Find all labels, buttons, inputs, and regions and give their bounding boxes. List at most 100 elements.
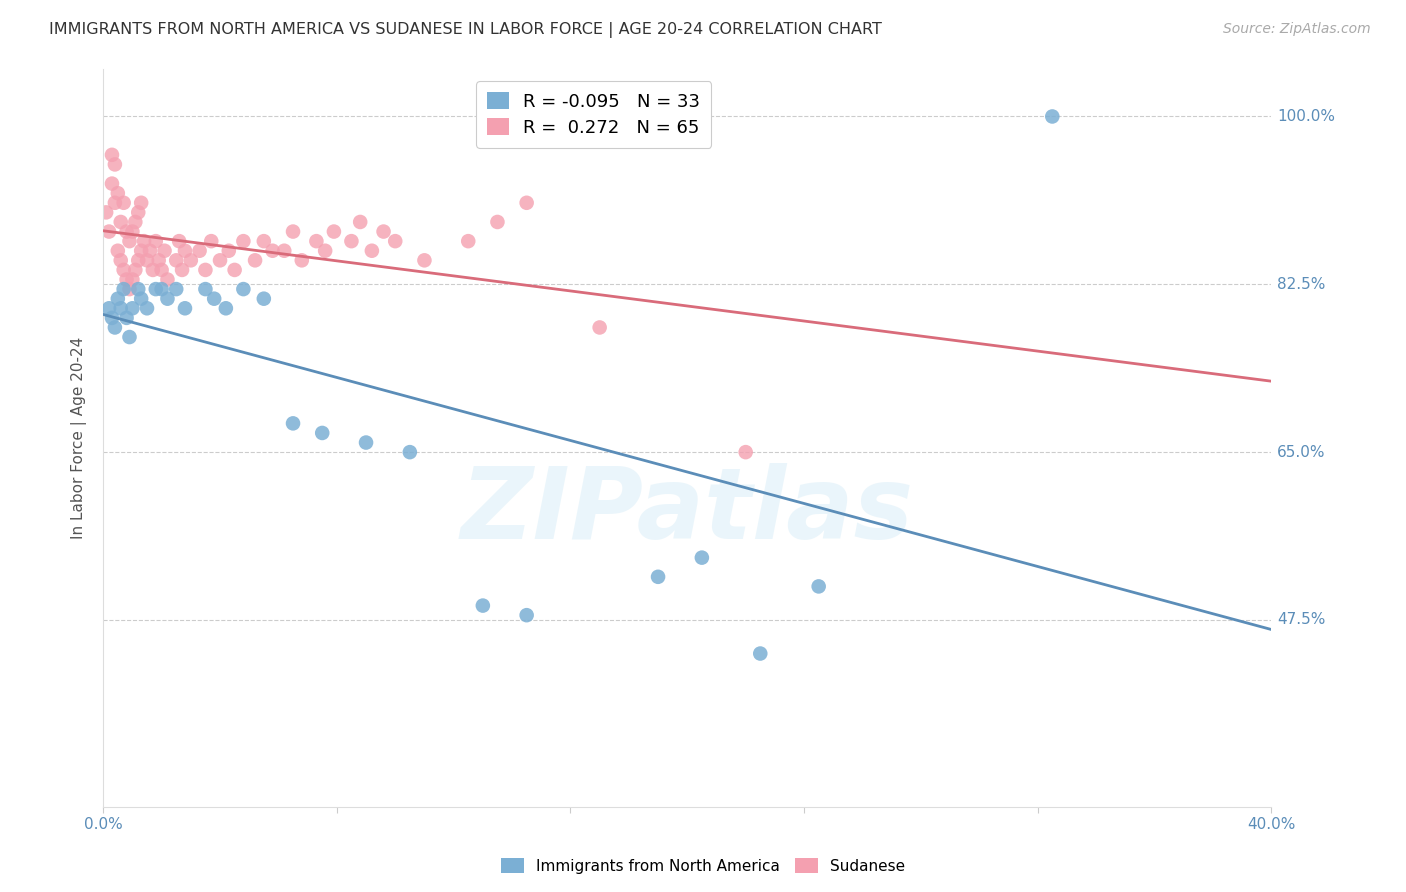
Point: [749, 647, 772, 661]
Point: [807, 579, 830, 593]
Point: [112, 282, 135, 296]
Point: [142, 263, 165, 277]
Point: [180, 253, 202, 268]
Point: [107, 244, 129, 258]
Text: 82.5%: 82.5%: [1277, 277, 1326, 292]
Text: 47.5%: 47.5%: [1277, 613, 1326, 627]
Point: [156, 292, 179, 306]
Point: [734, 445, 756, 459]
Point: [457, 234, 479, 248]
Point: [121, 301, 143, 316]
Point: [127, 253, 149, 268]
Point: [253, 234, 276, 248]
Point: [194, 263, 217, 277]
Point: [104, 195, 127, 210]
Text: 100.0%: 100.0%: [1277, 109, 1336, 124]
Point: [110, 301, 132, 316]
Point: [153, 244, 176, 258]
Point: [243, 253, 266, 268]
Point: [124, 263, 146, 277]
Text: ZIPatlas: ZIPatlas: [461, 463, 914, 560]
Point: [188, 244, 211, 258]
Point: [354, 435, 377, 450]
Point: [118, 234, 141, 248]
Point: [101, 177, 124, 191]
Point: [413, 253, 436, 268]
Point: [232, 234, 254, 248]
Point: [281, 225, 304, 239]
Point: [314, 244, 336, 258]
Point: [486, 215, 509, 229]
Point: [107, 292, 129, 306]
Point: [156, 272, 179, 286]
Point: [101, 310, 124, 325]
Point: [322, 225, 344, 239]
Point: [101, 148, 124, 162]
Point: [311, 425, 333, 440]
Point: [690, 550, 713, 565]
Point: [124, 215, 146, 229]
Point: [127, 282, 149, 296]
Point: [148, 253, 170, 268]
Point: [104, 157, 127, 171]
Point: [384, 234, 406, 248]
Point: [136, 253, 159, 268]
Point: [349, 215, 371, 229]
Point: [110, 215, 132, 229]
Point: [112, 195, 135, 210]
Point: [340, 234, 363, 248]
Point: [136, 301, 159, 316]
Point: [129, 292, 152, 306]
Point: [1040, 110, 1063, 124]
Point: [174, 244, 197, 258]
Point: [165, 282, 187, 296]
Point: [104, 320, 127, 334]
Point: [273, 244, 295, 258]
Point: [115, 225, 138, 239]
Point: [202, 292, 225, 306]
Point: [118, 330, 141, 344]
Point: [167, 234, 190, 248]
Text: 65.0%: 65.0%: [1277, 444, 1326, 459]
Point: [647, 570, 669, 584]
Legend: R = -0.095   N = 33, R =  0.272   N = 65: R = -0.095 N = 33, R = 0.272 N = 65: [477, 81, 711, 148]
Point: [127, 205, 149, 219]
Point: [224, 263, 246, 277]
Point: [232, 282, 254, 296]
Point: [291, 253, 314, 268]
Point: [373, 225, 395, 239]
Point: [98, 301, 121, 316]
Point: [132, 234, 155, 248]
Point: [170, 263, 193, 277]
Point: [194, 282, 217, 296]
Point: [121, 272, 143, 286]
Point: [218, 244, 240, 258]
Point: [118, 282, 141, 296]
Point: [281, 417, 304, 431]
Point: [174, 301, 197, 316]
Point: [110, 253, 132, 268]
Point: [112, 263, 135, 277]
Point: [150, 263, 173, 277]
Point: [115, 272, 138, 286]
Legend: Immigrants from North America, Sudanese: Immigrants from North America, Sudanese: [495, 852, 911, 880]
Point: [262, 244, 284, 258]
Point: [145, 282, 167, 296]
Point: [98, 225, 121, 239]
Point: [516, 195, 538, 210]
Point: [107, 186, 129, 201]
Point: [115, 310, 138, 325]
Y-axis label: In Labor Force | Age 20-24: In Labor Force | Age 20-24: [72, 336, 87, 539]
Point: [145, 234, 167, 248]
Point: [200, 234, 222, 248]
Point: [253, 292, 276, 306]
Point: [471, 599, 494, 613]
Point: [588, 320, 610, 334]
Point: [305, 234, 328, 248]
Text: Source: ZipAtlas.com: Source: ZipAtlas.com: [1223, 22, 1371, 37]
Point: [129, 195, 152, 210]
Point: [215, 301, 238, 316]
Point: [121, 225, 143, 239]
Text: IMMIGRANTS FROM NORTH AMERICA VS SUDANESE IN LABOR FORCE | AGE 20-24 CORRELATION: IMMIGRANTS FROM NORTH AMERICA VS SUDANES…: [49, 22, 882, 38]
Point: [165, 253, 187, 268]
